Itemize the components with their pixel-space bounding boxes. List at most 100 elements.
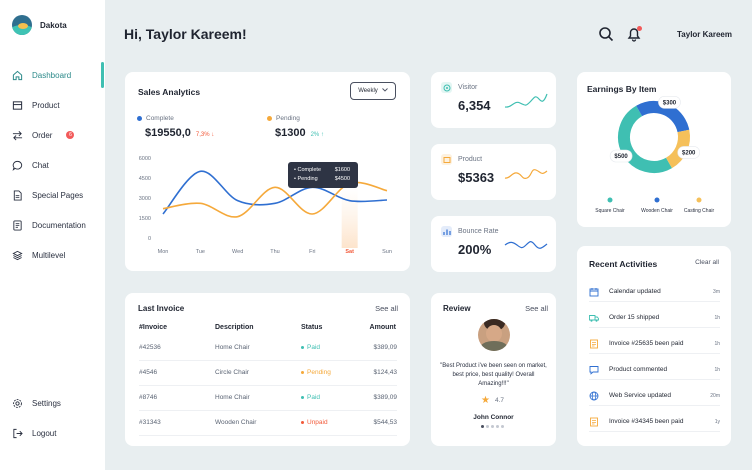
bell-icon[interactable]	[626, 26, 642, 42]
activity-item[interactable]: Order 15 shipped 1h	[589, 308, 720, 328]
invoice-status: Pending	[301, 369, 331, 376]
legend-pending: Pending	[267, 115, 300, 122]
visitor-sparkline	[504, 93, 548, 108]
table-row[interactable]: #42536 Home Chair Paid $389,09	[139, 336, 397, 361]
invoice-see-all-link[interactable]: See all	[375, 304, 398, 313]
sidebar-item-product[interactable]: Product	[0, 90, 105, 120]
stat-value: $5363	[458, 170, 495, 185]
sales-line-chart: 6000 4500 3000 1500 0 Mon Tue Wed Thu Fri Sat Sun	[139, 156, 392, 255]
table-row[interactable]: #8746 Home Chair Paid $389,09	[139, 386, 397, 411]
activity-item[interactable]: Web Service updated 20m	[589, 386, 720, 406]
legend-label: Wooden Chair	[641, 208, 673, 214]
search-icon[interactable]	[598, 26, 614, 42]
invoice-id: #31343	[139, 419, 161, 426]
stat-card-bounce-rate: Bounce Rate 200%	[431, 216, 556, 272]
activity-item[interactable]: Invoice #25635 been paid 1h	[589, 334, 720, 354]
stat-label: Visitor	[458, 84, 478, 91]
user-name[interactable]: Taylor Kareem	[677, 29, 732, 39]
layers-icon	[12, 250, 23, 261]
x-tick-label: Sat	[345, 249, 354, 255]
sidebar-item-order[interactable]: Order 6	[0, 120, 105, 150]
activity-item[interactable]: Calendar updated 3m	[589, 282, 720, 302]
sidebar-item-settings[interactable]: Settings	[0, 388, 105, 418]
sidebar-item-multilevel[interactable]: Multilevel	[0, 240, 105, 270]
sidebar-item-label: Special Pages	[32, 190, 84, 200]
invoice-status: Paid	[301, 394, 320, 401]
legend-dot	[696, 197, 702, 203]
clear-all-button[interactable]: Clear all	[695, 259, 719, 266]
carousel-dot[interactable]	[496, 425, 499, 428]
sidebar-item-label: Product	[32, 100, 60, 110]
invoice-id: #8746	[139, 394, 158, 401]
star-icon: ★	[481, 395, 490, 406]
sidebar-item-label: Documentation	[32, 220, 86, 230]
invoice-icon	[589, 417, 599, 427]
gear-icon	[12, 398, 23, 409]
x-tick-label: Sun	[382, 249, 392, 255]
invoice-description: Home Chair	[215, 344, 250, 351]
slice-value-label: $500	[614, 154, 628, 160]
x-tick-label: Thu	[270, 249, 279, 255]
slice-value-pill	[609, 149, 633, 163]
earnings-title: Earnings By Item	[587, 84, 657, 94]
sidebar-item-documentation[interactable]: Documentation	[0, 210, 105, 240]
last-invoice-card: Last Invoice See all #Invoice Descriptio…	[125, 293, 410, 446]
legend-pending-label: Pending	[276, 115, 300, 122]
invoice-icon	[589, 339, 599, 349]
activity-text: Order 15 shipped	[609, 314, 660, 321]
activity-text: Product commented	[609, 366, 668, 373]
earnings-card: Earnings By Item $500 $300 $200 Square Chai…	[577, 72, 731, 227]
status-text: Unpaid	[307, 419, 328, 426]
pending-change: 2% ↑	[310, 132, 324, 138]
invoice-id: #42536	[139, 344, 161, 351]
x-tick-label: Tue	[196, 249, 205, 255]
carousel-dot[interactable]	[501, 425, 504, 428]
activity-time: 3m	[713, 288, 720, 295]
donut-slice	[618, 101, 690, 173]
brand-name: Dakota	[40, 20, 67, 30]
sidebar-item-special-pages[interactable]: Special Pages	[0, 180, 105, 210]
activity-time: 1y	[714, 418, 720, 425]
tooltip-complete-row: • Complete $1600	[294, 167, 350, 173]
y-tick-label: 3000	[139, 196, 151, 202]
invoice-status: Unpaid	[301, 419, 328, 426]
carousel-dot[interactable]	[486, 425, 489, 428]
table-row[interactable]: #4546 Circle Chair Pending $124,43	[139, 361, 397, 386]
sidebar-item-chat[interactable]: Chat	[0, 150, 105, 180]
activity-item[interactable]: Product commented 1h	[589, 360, 720, 380]
legend-complete-dot	[137, 116, 142, 121]
activity-time: 1h	[714, 340, 720, 347]
activity-time: 20m	[710, 392, 720, 399]
review-see-all-link[interactable]: See all	[525, 304, 548, 313]
range-select[interactable]: Weekly	[350, 82, 396, 100]
y-tick-label: 4500	[139, 176, 151, 182]
stat-card-visitor: Visitor 6,354	[431, 72, 556, 128]
y-tick-label: 0	[148, 236, 151, 242]
sidebar-item-logout[interactable]: Logout	[0, 418, 105, 448]
carousel-dots[interactable]	[481, 425, 504, 428]
stat-value: 200%	[458, 242, 492, 257]
sales-title: Sales Analytics	[138, 87, 201, 97]
rating-value: 4.7	[494, 397, 505, 404]
brand[interactable]: Dakota	[12, 15, 67, 35]
stat-label: Bounce Rate	[458, 228, 499, 235]
pending-value: $1300	[275, 127, 306, 139]
sidebar-item-dashboard[interactable]: Dashboard	[0, 60, 105, 90]
sidebar-item-label: Chat	[32, 160, 49, 170]
status-dot	[301, 371, 304, 374]
activity-time: 1h	[714, 366, 720, 373]
carousel-dot[interactable]	[491, 425, 494, 428]
invoice-description: Circle Chair	[215, 369, 249, 376]
table-row[interactable]: #31343 Wooden Chair Unpaid $544,53	[139, 411, 397, 436]
legend-complete-label: Complete	[146, 115, 174, 122]
slice-value-label: $200	[682, 150, 696, 156]
carousel-dot[interactable]	[481, 425, 484, 428]
sidebar-item-label: Multilevel	[32, 250, 66, 260]
donut-slice	[618, 101, 690, 173]
product-icon	[441, 154, 452, 165]
complete-change: 7,3% ↓	[195, 132, 215, 138]
header-actions: Taylor Kareem	[586, 26, 732, 42]
activity-item[interactable]: Invoice #34345 been paid 1y	[589, 412, 720, 432]
invoice-description: Home Chair	[215, 394, 250, 401]
review-title: Review	[443, 304, 471, 313]
